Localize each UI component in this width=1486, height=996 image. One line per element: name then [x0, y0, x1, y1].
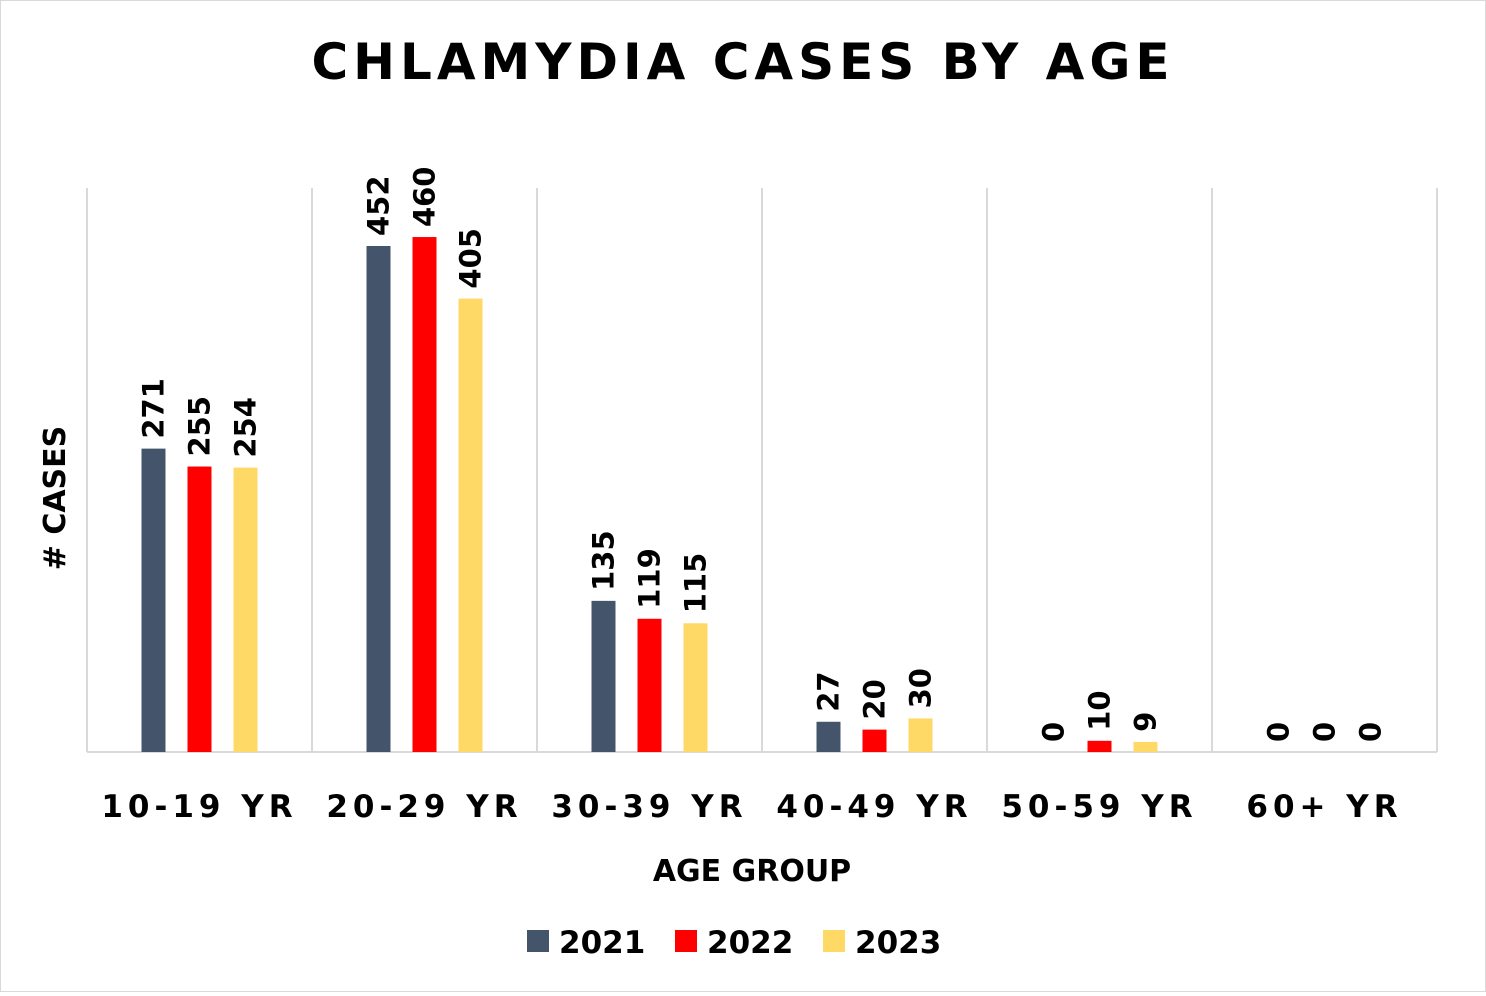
bars	[141, 237, 1158, 752]
data-label: 0	[1262, 722, 1296, 742]
x-tick-label: 50-59 YR	[1001, 789, 1197, 825]
x-axis-label: AGE GROUP	[653, 854, 851, 889]
x-tick-label: 20-29 YR	[326, 789, 522, 825]
data-label: 10	[1083, 690, 1117, 730]
legend-label: 2023	[855, 925, 941, 961]
bar-2023-1	[458, 298, 483, 752]
data-label: 9	[1129, 712, 1163, 732]
bar-2023-0	[233, 467, 258, 752]
legend-label: 2021	[559, 925, 645, 961]
bar-2022-4	[1087, 740, 1112, 752]
bar-2021-1	[366, 246, 391, 752]
data-label: 255	[183, 396, 217, 457]
data-label: 27	[812, 671, 846, 711]
data-label: 271	[137, 378, 171, 439]
bar-2022-2	[637, 618, 662, 752]
legend-swatch-2023	[823, 930, 845, 952]
data-label: 0	[1037, 722, 1071, 742]
legend-swatch-2022	[675, 930, 697, 952]
bar-2023-4	[1133, 741, 1158, 752]
bar-2021-2	[591, 600, 616, 752]
bar-2022-3	[862, 729, 887, 752]
data-label: 452	[362, 175, 396, 236]
legend: 2021 2022 2023	[527, 925, 941, 961]
data-label: 460	[408, 166, 442, 227]
bar-2022-0	[187, 466, 212, 752]
data-label: 0	[1308, 722, 1342, 742]
data-label: 135	[587, 530, 621, 591]
x-tick-label: 10-19 YR	[101, 789, 297, 825]
data-label: 405	[454, 228, 488, 289]
bar-2022-1	[412, 237, 437, 752]
data-label: 254	[229, 397, 263, 458]
x-tick-label: 60+ YR	[1246, 789, 1402, 825]
chart-title: CHLAMYDIA CASES BY AGE	[311, 33, 1174, 91]
data-label: 20	[858, 679, 892, 719]
x-tick-label: 30-39 YR	[551, 789, 747, 825]
data-label: 30	[904, 668, 938, 708]
x-axis-ticks: 10-19 YR 20-29 YR 30-39 YR 40-49 YR 50-59 YR…	[101, 789, 1402, 825]
data-label: 115	[679, 553, 713, 614]
bar-2021-0	[141, 448, 166, 752]
legend-swatch-2021	[527, 930, 549, 952]
category-gridlines	[86, 188, 1438, 752]
x-tick-label: 40-49 YR	[776, 789, 972, 825]
y-axis-label: # CASES	[38, 426, 73, 571]
data-label: 119	[633, 548, 667, 609]
bar-2023-3	[908, 718, 933, 752]
bar-2023-2	[683, 623, 708, 752]
data-label: 0	[1354, 722, 1388, 742]
bar-2021-3	[816, 721, 841, 752]
legend-label: 2022	[707, 925, 793, 961]
